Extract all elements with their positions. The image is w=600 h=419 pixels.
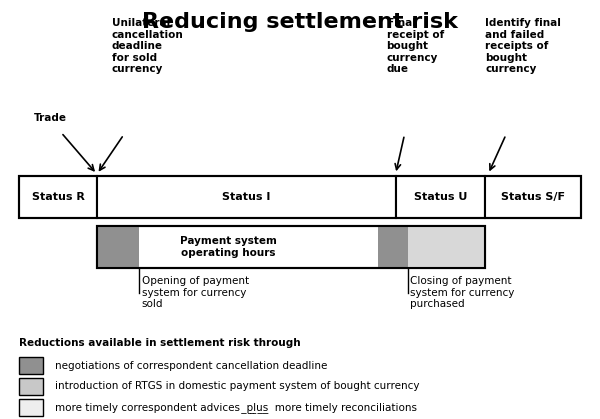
Text: Opening of payment
system for currency
sold: Opening of payment system for currency s… (142, 276, 249, 309)
FancyBboxPatch shape (485, 176, 581, 218)
Text: Status S/F: Status S/F (501, 192, 565, 202)
Text: Status R: Status R (32, 192, 85, 202)
Text: Reductions available in settlement risk through: Reductions available in settlement risk … (19, 338, 301, 348)
Text: Payment system
operating hours: Payment system operating hours (180, 236, 277, 258)
FancyBboxPatch shape (19, 378, 43, 395)
FancyBboxPatch shape (19, 176, 97, 218)
FancyBboxPatch shape (97, 226, 139, 268)
FancyBboxPatch shape (97, 176, 395, 218)
FancyBboxPatch shape (377, 226, 407, 268)
Text: Final
receipt of
bought
currency
due: Final receipt of bought currency due (386, 18, 444, 75)
Text: negotiations of correspondent cancellation deadline: negotiations of correspondent cancellati… (55, 361, 328, 370)
FancyBboxPatch shape (395, 176, 485, 218)
Text: Closing of payment
system for currency
purchased: Closing of payment system for currency p… (410, 276, 515, 309)
Text: more timely correspondent advices  ̲p̲l̲u̲s̲  more timely reconciliations: more timely correspondent advices ̲p̲l̲u… (55, 402, 417, 413)
Text: Unilateral
cancellation
deadline
for sold
currency: Unilateral cancellation deadline for sol… (112, 18, 184, 75)
FancyBboxPatch shape (97, 226, 485, 268)
Text: Status U: Status U (413, 192, 467, 202)
FancyBboxPatch shape (407, 226, 485, 268)
Text: Status I: Status I (222, 192, 271, 202)
Text: introduction of RTGS in domestic payment system of bought currency: introduction of RTGS in domestic payment… (55, 381, 419, 391)
Text: Trade: Trade (34, 113, 67, 123)
Text: Reducing settlement risk: Reducing settlement risk (142, 12, 458, 32)
FancyBboxPatch shape (19, 399, 43, 416)
FancyBboxPatch shape (19, 357, 43, 374)
Text: Identify final
and failed
receipts of
bought
currency: Identify final and failed receipts of bo… (485, 18, 561, 75)
